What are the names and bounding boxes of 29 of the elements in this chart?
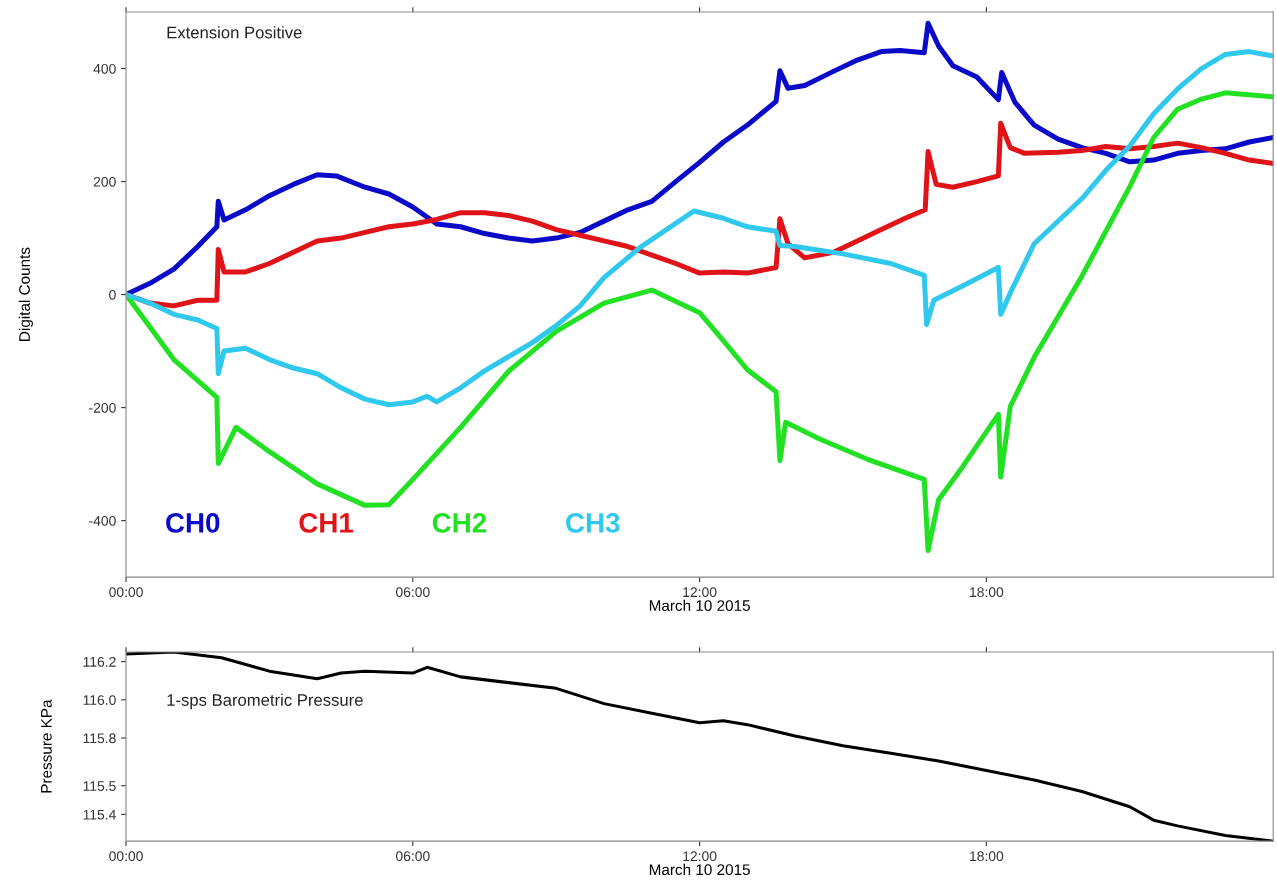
y-tick-label: 115.5 — [83, 781, 116, 791]
x-tick-label: 12:00 — [683, 587, 717, 598]
text: 1-sps Barometric Pressure — [167, 693, 363, 710]
y-tick-label: -200 — [89, 402, 116, 413]
text: CH3 — [566, 513, 620, 533]
y-axis-title: Digital Counts — [18, 247, 33, 341]
text: CH1 — [299, 513, 354, 533]
y-tick-label: 0 — [109, 289, 116, 300]
x-tick-label: 18:00 — [970, 851, 1004, 862]
x-tick-label: 06:00 — [395, 851, 430, 862]
x-tick-label: 00:00 — [109, 587, 143, 598]
x-axis-title: March 10 2015 — [649, 599, 750, 612]
y-axis-title: Pressure KPa — [41, 699, 52, 793]
y-tick-label: -400 — [89, 515, 116, 526]
y-tick-label: 116.0 — [83, 695, 116, 705]
y-tick-label: 116.2 — [83, 656, 116, 667]
x-tick-label: 06:00 — [395, 587, 430, 598]
x-axis-title: March 10 2015 — [649, 863, 750, 876]
y-tick-label: 400 — [93, 63, 116, 74]
y-tick-label: 115.4 — [83, 809, 116, 820]
x-tick-label: 00:00 — [109, 851, 143, 862]
series-label: CH2 — [432, 513, 487, 533]
x-tick-label: 18:00 — [970, 587, 1004, 598]
y-tick-label: 115.8 — [83, 733, 116, 744]
y-tick-label: 200 — [93, 176, 116, 187]
text: Extension Positive — [167, 26, 302, 39]
x-tick-label: 12:00 — [683, 851, 717, 862]
text: CH0 — [166, 513, 220, 533]
line-series — [126, 652, 1274, 842]
